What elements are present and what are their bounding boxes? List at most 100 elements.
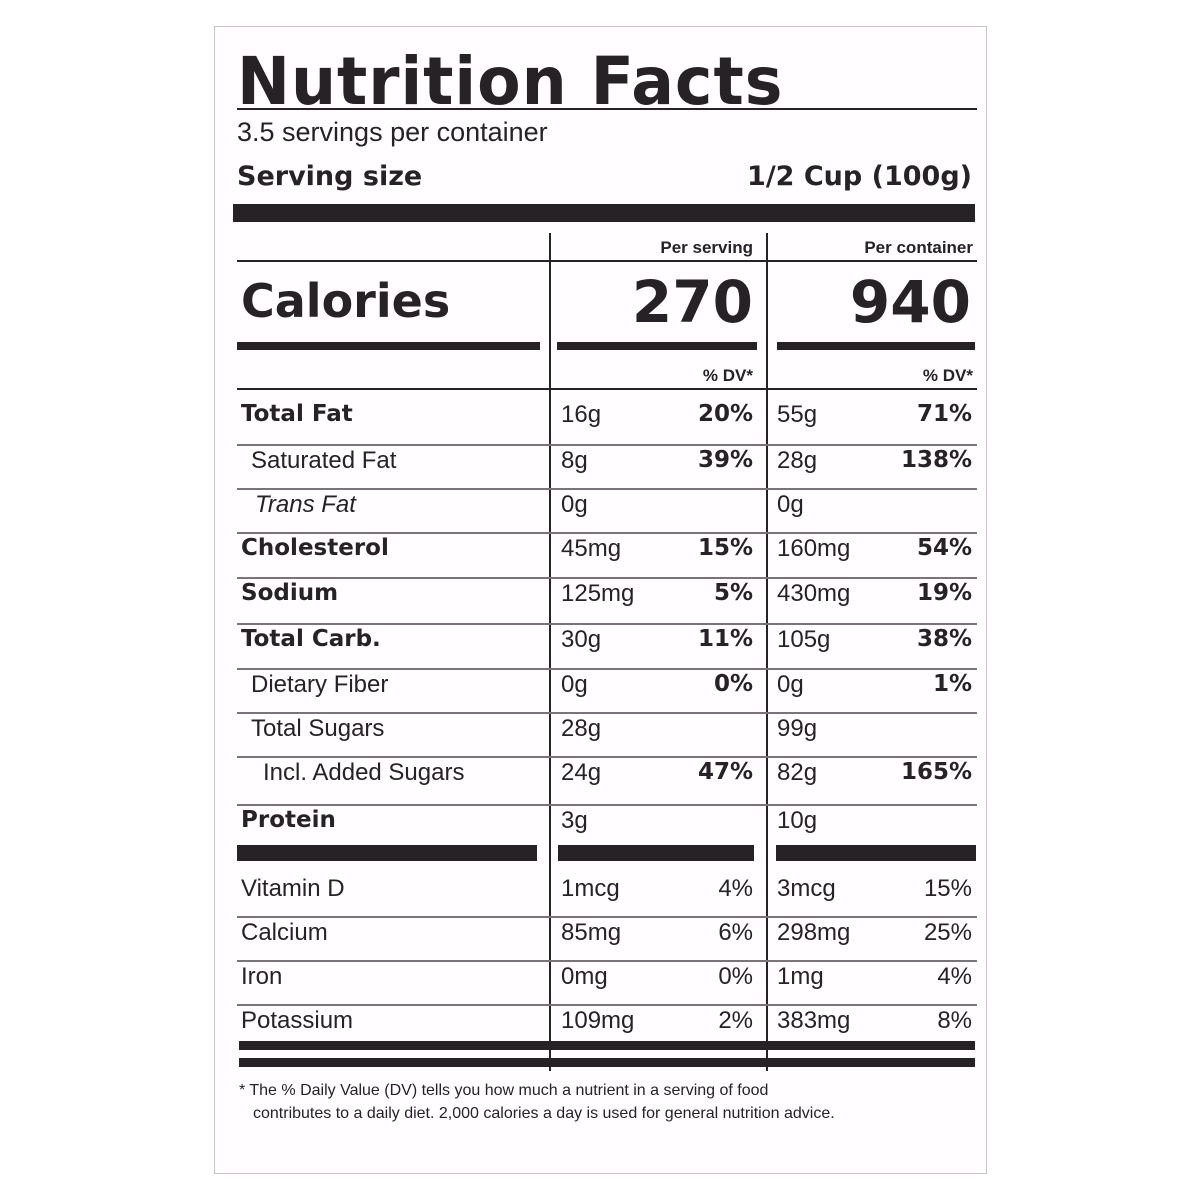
nutrient-name: Protein: [241, 807, 336, 833]
nutrient-serving-amount: 45mg: [561, 535, 622, 562]
label-title: Nutrition Facts: [237, 43, 784, 120]
title-rule: [237, 108, 977, 110]
vitamin-serving-amount: 109mg: [561, 1007, 635, 1034]
nutrient-container-amount: 0g: [777, 491, 804, 518]
nutrient-container-dv: 165%: [900, 759, 972, 785]
nutrient-container-amount: 82g: [777, 759, 818, 786]
nutrient-container-dv: 38%: [916, 626, 972, 652]
vitamin-container-dv: 15%: [923, 875, 972, 902]
nutrient-serving-dv: 5%: [713, 580, 753, 606]
nutrient-name: Saturated Fat: [251, 447, 397, 474]
nutrient-name: Dietary Fiber: [251, 671, 389, 698]
nutrient-container-amount: 55g: [777, 401, 818, 428]
nutrient-container-amount: 28g: [777, 447, 818, 474]
vitamin-name: Iron: [241, 963, 283, 990]
row-divider: [237, 804, 977, 806]
nutrient-serving-amount: 16g: [561, 401, 602, 428]
nutrient-container-dv: 71%: [916, 401, 972, 427]
calories-rule-2: [557, 342, 757, 350]
row-divider: [237, 577, 977, 579]
footnote-line-2: contributes to a daily diet. 2,000 calor…: [253, 1105, 835, 1122]
vitamin-row-divider: [237, 1004, 977, 1006]
thick-rule-mid-1: [237, 845, 537, 861]
nutrient-container-amount: 99g: [777, 715, 818, 742]
column-divider-1: [549, 233, 551, 1071]
footnote-line-1: * The % Daily Value (DV) tells you how m…: [239, 1082, 769, 1099]
nutrient-serving-amount: 0g: [561, 491, 588, 518]
nutrient-container-amount: 160mg: [777, 535, 851, 562]
vitamin-name: Vitamin D: [241, 875, 345, 902]
row-divider: [237, 488, 977, 490]
nutrient-name: Cholesterol: [241, 535, 389, 561]
nutrient-serving-dv: 15%: [697, 535, 753, 561]
row-divider: [237, 623, 977, 625]
vitamin-container-amount: 1mg: [777, 963, 824, 990]
nutrient-serving-dv: 0%: [713, 671, 753, 697]
column-header-per-container: Per container: [864, 238, 973, 257]
nutrient-name: Total Fat: [241, 401, 353, 427]
row-divider: [237, 444, 977, 446]
column-divider-2: [766, 233, 768, 1071]
nutrient-serving-dv: 39%: [697, 447, 753, 473]
vitamin-serving-dv: 2%: [718, 1007, 753, 1034]
nutrient-serving-dv: 47%: [697, 759, 753, 785]
vitamin-row-divider: [237, 960, 977, 962]
calories-per-serving: 270: [631, 268, 753, 336]
calories-per-container: 940: [849, 268, 971, 336]
nutrient-name: Sodium: [241, 580, 339, 606]
nutrient-serving-amount: 30g: [561, 626, 602, 653]
label-inner: Nutrition Facts 3.5 servings per contain…: [215, 27, 986, 1173]
nutrient-serving-dv: 11%: [697, 626, 753, 652]
nutrient-name: Total Sugars: [251, 715, 385, 742]
vitamin-container-amount: 298mg: [777, 919, 851, 946]
row-divider: [237, 668, 977, 670]
vitamin-container-amount: 3mcg: [777, 875, 836, 902]
vitamin-serving-amount: 1mcg: [561, 875, 620, 902]
calories-label: Calories: [241, 274, 451, 328]
calories-rule-3: [777, 342, 975, 350]
nutrient-container-dv: 1%: [932, 671, 972, 697]
nutrient-container-dv: 54%: [916, 535, 972, 561]
serving-size-value: 1/2 Cup (100g): [747, 161, 972, 192]
thick-rule-top: [233, 204, 975, 222]
vitamin-serving-amount: 85mg: [561, 919, 622, 946]
dv-header-container: % DV*: [922, 366, 973, 385]
bottom-rule-1: [239, 1041, 975, 1050]
vitamin-container-dv: 4%: [937, 963, 972, 990]
nutrient-serving-amount: 8g: [561, 447, 588, 474]
nutrient-serving-amount: 0g: [561, 671, 588, 698]
nutrient-serving-amount: 28g: [561, 715, 602, 742]
vitamin-container-amount: 383mg: [777, 1007, 851, 1034]
dv-header-rule: [237, 388, 977, 390]
vitamin-serving-amount: 0mg: [561, 963, 608, 990]
row-divider: [237, 712, 977, 714]
nutrient-container-amount: 105g: [777, 626, 831, 653]
nutrient-container-dv: 19%: [916, 580, 972, 606]
vitamin-name: Calcium: [241, 919, 328, 946]
vitamin-serving-dv: 0%: [718, 963, 753, 990]
calories-rule-1: [237, 342, 540, 350]
vitamin-serving-dv: 4%: [718, 875, 753, 902]
thick-rule-mid-3: [776, 845, 976, 861]
row-divider: [237, 756, 977, 758]
vitamin-row-divider: [237, 916, 977, 918]
header-rule: [237, 260, 977, 262]
dv-header-serving: % DV*: [702, 366, 753, 385]
nutrient-name: Total Carb.: [241, 626, 381, 652]
column-header-per-serving: Per serving: [660, 238, 753, 257]
vitamin-container-dv: 25%: [923, 919, 972, 946]
vitamin-name: Potassium: [241, 1007, 354, 1034]
nutrient-serving-amount: 3g: [561, 807, 588, 834]
nutrient-serving-amount: 24g: [561, 759, 602, 786]
nutrient-container-amount: 430mg: [777, 580, 851, 607]
nutrition-facts-label: Nutrition Facts 3.5 servings per contain…: [214, 26, 987, 1174]
nutrient-container-amount: 10g: [777, 807, 818, 834]
nutrient-container-amount: 0g: [777, 671, 804, 698]
nutrient-container-dv: 138%: [900, 447, 972, 473]
nutrient-name: Incl. Added Sugars: [263, 759, 465, 786]
vitamin-container-dv: 8%: [937, 1007, 972, 1034]
bottom-rule-2: [239, 1058, 975, 1067]
nutrient-serving-dv: 20%: [697, 401, 753, 427]
serving-size-label: Serving size: [237, 161, 423, 192]
footnote: * The % Daily Value (DV) tells you how m…: [239, 1079, 979, 1125]
